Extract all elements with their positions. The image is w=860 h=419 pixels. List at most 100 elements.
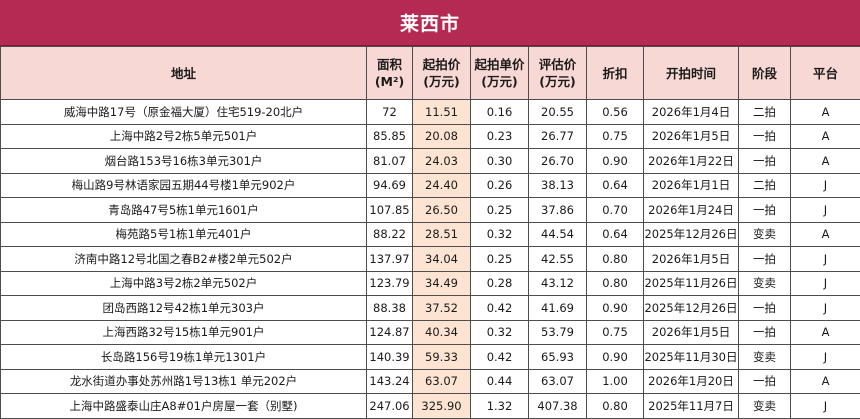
cell-start-price: 34.04 (413, 247, 471, 272)
cell-start-time: 2026年1月1日 (644, 173, 739, 198)
cell-stage: 一拍 (739, 369, 791, 394)
cell-discount: 0.70 (587, 198, 644, 223)
cell-stage: 变卖 (739, 222, 791, 247)
cell-start-price: 11.51 (413, 100, 471, 125)
cell-start-price: 37.52 (413, 296, 471, 321)
cell-discount: 0.80 (587, 271, 644, 296)
cell-platform: A (791, 149, 860, 174)
header-address: 地址 (1, 47, 367, 100)
cell-area: 137.97 (367, 247, 413, 272)
cell-start-price: 34.49 (413, 271, 471, 296)
cell-start-price: 40.34 (413, 320, 471, 345)
cell-area: 124.87 (367, 320, 413, 345)
cell-area: 81.07 (367, 149, 413, 174)
cell-start-price: 63.07 (413, 369, 471, 394)
cell-address: 上海中路2号2栋5单元501户 (1, 124, 367, 149)
cell-start-price: 28.51 (413, 222, 471, 247)
cell-start-price: 24.03 (413, 149, 471, 174)
cell-start-time: 2026年1月4日 (644, 100, 739, 125)
header-appraisal: 评估价(万元) (529, 47, 587, 100)
table-row: 青岛路47号5栋1单元1601户 107.85 26.50 0.25 37.86… (1, 198, 860, 223)
cell-appraisal: 63.07 (529, 369, 587, 394)
cell-stage: 一拍 (739, 247, 791, 272)
cell-platform: A (791, 222, 860, 247)
sheet-title: 莱西市 (0, 0, 860, 46)
cell-start-time: 2026年1月22日 (644, 149, 739, 174)
table-row: 梅山路9号林语家园五期44号楼1单元902户 94.69 24.40 0.26 … (1, 173, 860, 198)
cell-appraisal: 38.13 (529, 173, 587, 198)
table-row: 济南中路12号北国之春B2#楼2单元502户 137.97 34.04 0.25… (1, 247, 860, 272)
cell-start-price: 24.40 (413, 173, 471, 198)
cell-address: 威海中路17号（原金福大厦）住宅519-20北户 (1, 100, 367, 125)
cell-platform: J (791, 296, 860, 321)
cell-stage: 一拍 (739, 198, 791, 223)
table-row: 威海中路17号（原金福大厦）住宅519-20北户 72 11.51 0.16 2… (1, 100, 860, 125)
cell-discount: 0.64 (587, 222, 644, 247)
cell-stage: 二拍 (739, 173, 791, 198)
cell-discount: 0.56 (587, 100, 644, 125)
cell-address: 团岛西路12号42栋1单元303户 (1, 296, 367, 321)
header-start-time: 开拍时间 (644, 47, 739, 100)
cell-platform: A (791, 100, 860, 125)
cell-address: 梅山路9号林语家园五期44号楼1单元902户 (1, 173, 367, 198)
cell-address: 长岛路156号19栋1单元1301户 (1, 345, 367, 370)
cell-discount: 0.90 (587, 345, 644, 370)
cell-appraisal: 65.93 (529, 345, 587, 370)
cell-area: 72 (367, 100, 413, 125)
cell-area: 94.69 (367, 173, 413, 198)
cell-stage: 二拍 (739, 100, 791, 125)
cell-unit-price: 0.25 (471, 247, 529, 272)
auction-sheet: 莱西市 地址 面积(M²) 起拍价(万元) 起拍单价(万元) 评估价(万元) 折… (0, 0, 860, 406)
cell-platform: A (791, 124, 860, 149)
cell-start-time: 2026年1月5日 (644, 320, 739, 345)
cell-area: 140.39 (367, 345, 413, 370)
table-row: 长岛路156号19栋1单元1301户 140.39 59.33 0.42 65.… (1, 345, 860, 370)
cell-area: 88.22 (367, 222, 413, 247)
cell-unit-price: 0.30 (471, 149, 529, 174)
header-area: 面积(M²) (367, 47, 413, 100)
cell-appraisal: 43.12 (529, 271, 587, 296)
table-row: 团岛西路12号42栋1单元303户 88.38 37.52 0.42 41.69… (1, 296, 860, 321)
cell-platform: J (791, 173, 860, 198)
cell-start-time: 2025年11月26日 (644, 271, 739, 296)
header-unit-price: 起拍单价(万元) (471, 47, 529, 100)
header-discount: 折扣 (587, 47, 644, 100)
cell-stage: 一拍 (739, 124, 791, 149)
cell-unit-price: 0.26 (471, 173, 529, 198)
table-row: 龙水街道办事处苏州路1号13栋1 单元202户 143.24 63.07 0.4… (1, 369, 860, 394)
cell-area: 88.38 (367, 296, 413, 321)
table-row: 烟台路153号16栋3单元301户 81.07 24.03 0.30 26.70… (1, 149, 860, 174)
cell-start-time: 2025年11月30日 (644, 345, 739, 370)
cell-discount: 0.90 (587, 296, 644, 321)
cell-start-price: 20.08 (413, 124, 471, 149)
auction-table: 地址 面积(M²) 起拍价(万元) 起拍单价(万元) 评估价(万元) 折扣 开拍… (0, 46, 860, 419)
cell-area: 107.85 (367, 198, 413, 223)
header-start-price: 起拍价(万元) (413, 47, 471, 100)
cell-appraisal: 41.69 (529, 296, 587, 321)
header-row: 地址 面积(M²) 起拍价(万元) 起拍单价(万元) 评估价(万元) 折扣 开拍… (1, 47, 860, 100)
cell-address: 济南中路12号北国之春B2#楼2单元502户 (1, 247, 367, 272)
cell-start-time: 2025年12月26日 (644, 296, 739, 321)
cell-discount: 0.75 (587, 320, 644, 345)
cell-start-time: 2026年1月5日 (644, 247, 739, 272)
cell-platform: J (791, 198, 860, 223)
cell-stage: 一拍 (739, 296, 791, 321)
cell-stage: 一拍 (739, 149, 791, 174)
cell-appraisal: 53.79 (529, 320, 587, 345)
cell-platform: J (791, 247, 860, 272)
cell-address: 上海西路32号15栋1单元901户 (1, 320, 367, 345)
cell-appraisal: 44.54 (529, 222, 587, 247)
cell-unit-price: 0.32 (471, 222, 529, 247)
cell-discount: 0.90 (587, 149, 644, 174)
cell-unit-price: 0.32 (471, 320, 529, 345)
table-row: 上海西路32号15栋1单元901户 124.87 40.34 0.32 53.7… (1, 320, 860, 345)
cell-appraisal: 42.55 (529, 247, 587, 272)
cell-unit-price: 0.16 (471, 100, 529, 125)
table-row: 梅苑路5号1栋1单元401户 88.22 28.51 0.32 44.54 0.… (1, 222, 860, 247)
table-body: 威海中路17号（原金福大厦）住宅519-20北户 72 11.51 0.16 2… (1, 100, 860, 419)
cell-area: 123.79 (367, 271, 413, 296)
cell-unit-price: 0.28 (471, 271, 529, 296)
cell-appraisal: 26.70 (529, 149, 587, 174)
cell-discount: 0.75 (587, 124, 644, 149)
cell-unit-price: 0.42 (471, 345, 529, 370)
